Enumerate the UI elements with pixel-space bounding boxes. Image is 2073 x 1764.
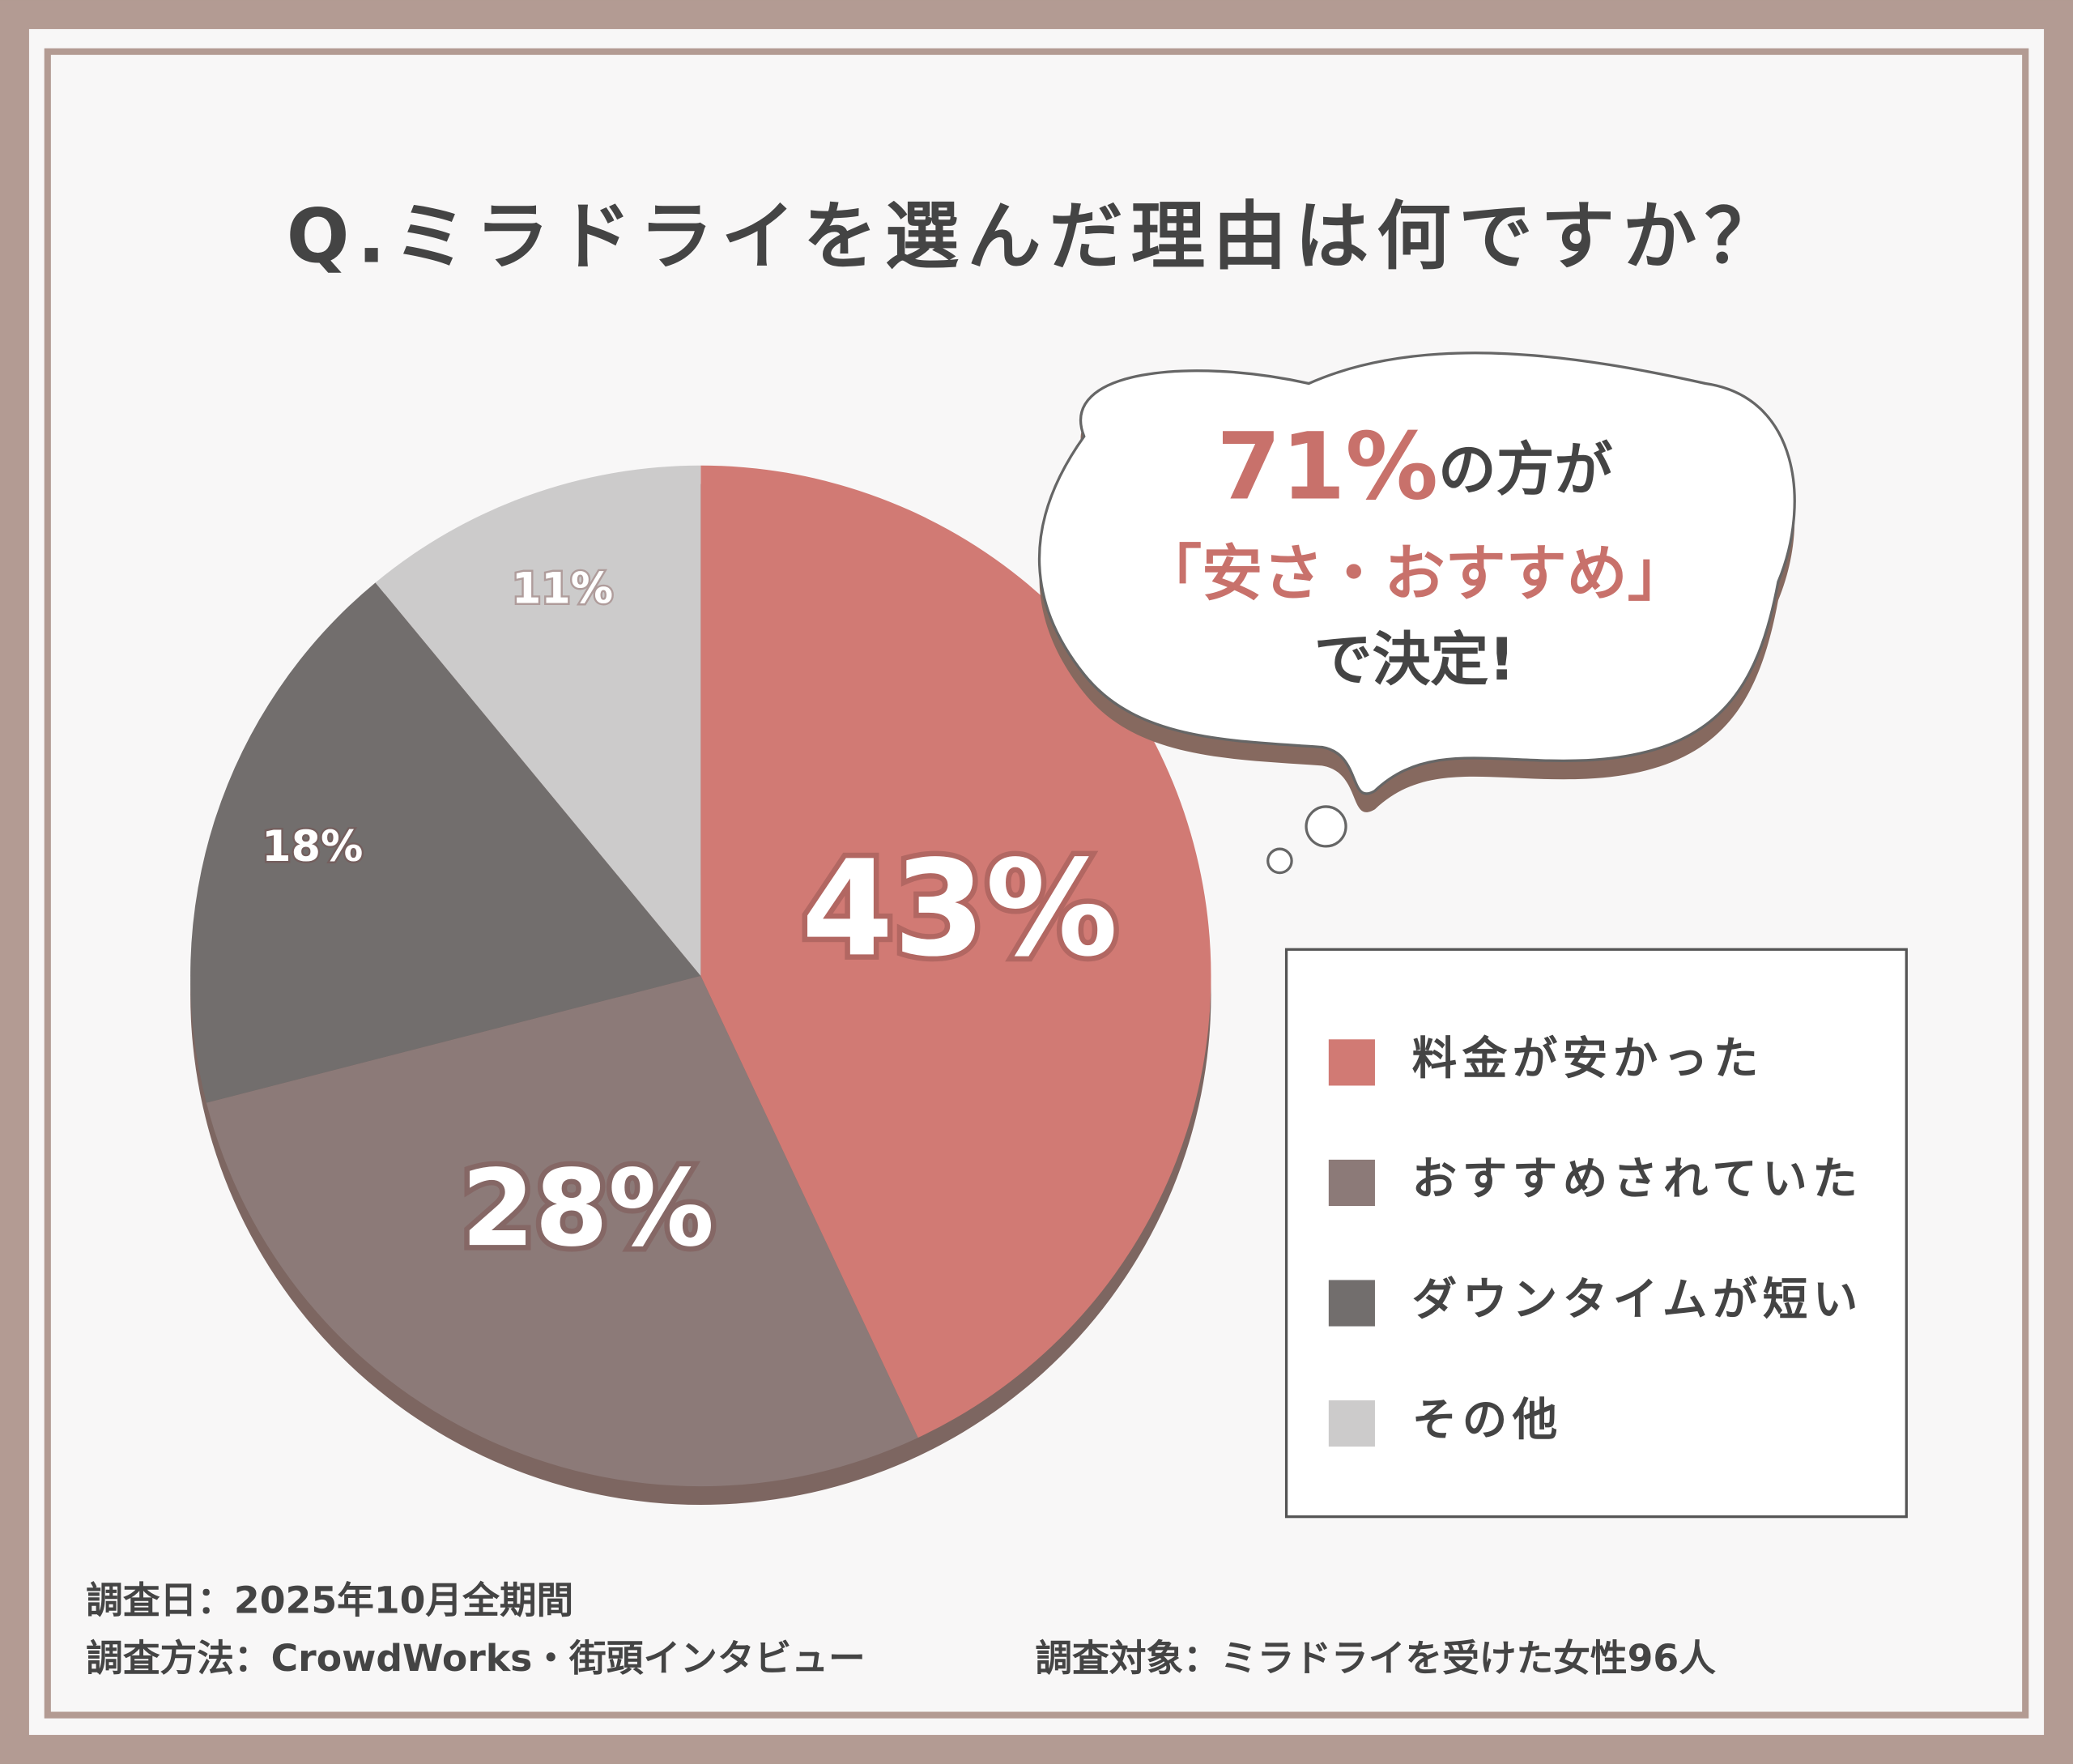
- panel-border: [44, 48, 2029, 1719]
- note: 調査方法：CrowdWorks・街頭インタビュー: [86, 1637, 866, 1680]
- callout-line: 71%の方が: [1216, 413, 1612, 521]
- note: 調査日：2025年10月全期間: [86, 1579, 573, 1621]
- legend-label: 料金が安かった: [1412, 1033, 1764, 1085]
- legend-swatch: [1328, 1039, 1375, 1086]
- slice-label: 28%: [461, 1147, 714, 1270]
- pie-slice: [375, 465, 701, 976]
- legend-swatch: [1328, 1280, 1375, 1327]
- legend-label: その他: [1412, 1394, 1563, 1447]
- legend-swatch: [1328, 1400, 1375, 1447]
- callout-dot: [1266, 847, 1293, 875]
- callout-highlight: 71%: [1216, 413, 1438, 521]
- callout-text: の方が: [1438, 435, 1613, 503]
- legend-swatch: [1328, 1159, 1375, 1206]
- callout: 71%の方が 「安さ・おすすめ」 で決定!: [1037, 352, 1796, 875]
- slice-label: 11%: [512, 565, 613, 614]
- slice-label: 18%: [262, 823, 363, 871]
- pie-slice: [190, 582, 701, 1103]
- legend-label: ダウンタイムが短い: [1412, 1273, 1863, 1326]
- pie-slice: [700, 465, 1211, 1438]
- callout-text: 「安さ・おすすめ」: [1141, 538, 1688, 609]
- note: 調査対象：ミラドライを受けた女性96人: [1035, 1637, 1716, 1680]
- pie: 43% 28% 18% 11%: [190, 465, 1211, 1505]
- callout-text: で決定!: [1314, 625, 1515, 693]
- legend-box: [1284, 948, 1908, 1519]
- chart-title: Q.ミラドライを選んだ理由は何ですか？: [287, 194, 1786, 280]
- callout-bubble: [1037, 352, 1796, 795]
- slice-label: 43%: [802, 831, 1118, 986]
- legend-label: おすすめされていた: [1412, 1153, 1863, 1206]
- pie-slice: [206, 975, 918, 1487]
- callout-dot: [1305, 805, 1347, 848]
